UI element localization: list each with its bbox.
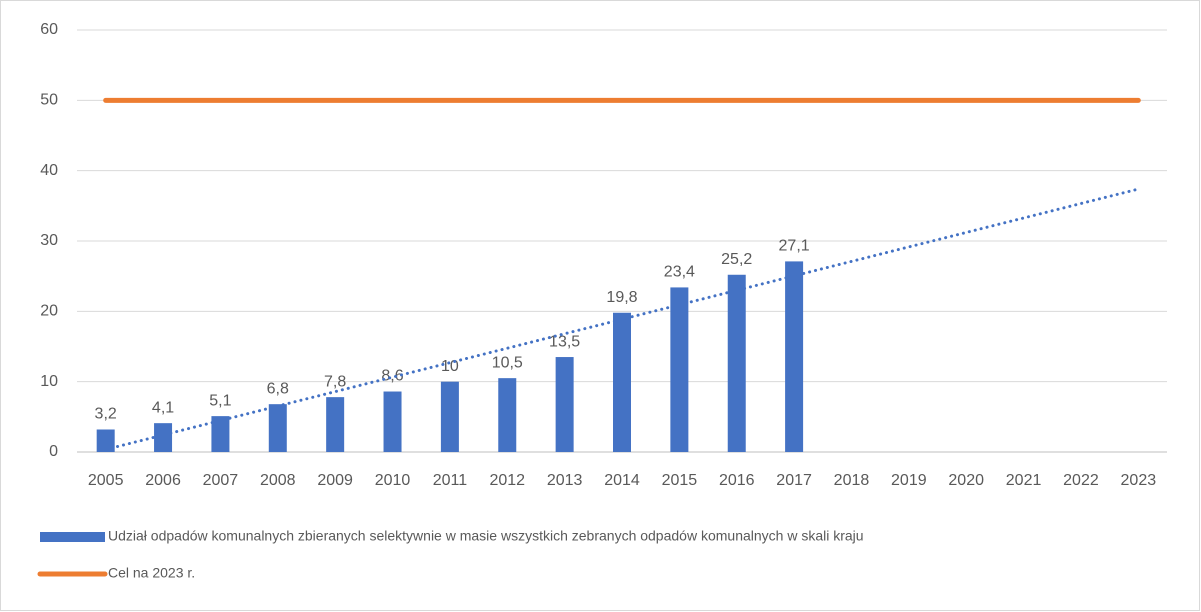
x-tick-label: 2022 — [1063, 472, 1099, 489]
data-label: 7,8 — [324, 373, 346, 390]
x-tick-label: 2019 — [891, 472, 927, 489]
legend-swatch — [40, 532, 105, 542]
data-label: 23,4 — [664, 264, 695, 281]
x-tick-label: 2008 — [260, 472, 296, 489]
bar — [268, 404, 287, 452]
y-tick-label: 40 — [40, 162, 58, 179]
legend-label: Udział odpadów komunalnych zbieranych se… — [108, 528, 864, 544]
data-label: 8,6 — [381, 368, 403, 385]
y-tick-label: 0 — [49, 443, 58, 460]
data-label: 19,8 — [606, 289, 637, 306]
x-tick-label: 2013 — [547, 472, 583, 489]
bar — [613, 312, 631, 452]
y-tick-label: 30 — [40, 232, 58, 249]
bar — [211, 416, 230, 452]
data-label: 6,8 — [267, 380, 289, 397]
bar — [555, 357, 574, 452]
bar — [96, 429, 115, 452]
x-tick-label: 2021 — [1006, 472, 1042, 489]
y-tick-label: 10 — [40, 373, 58, 390]
x-tick-label: 2020 — [948, 472, 984, 489]
data-label: 10,5 — [492, 354, 523, 371]
y-tick-label: 50 — [40, 92, 58, 109]
y-tick-label: 60 — [40, 21, 58, 38]
bar — [154, 423, 173, 452]
x-tick-label: 2011 — [433, 472, 468, 489]
y-tick-label: 20 — [40, 303, 58, 320]
data-label: 27,1 — [779, 238, 810, 255]
x-tick-label: 2018 — [834, 472, 870, 489]
x-tick-label: 2007 — [203, 472, 239, 489]
x-tick-label: 2005 — [88, 472, 124, 489]
x-tick-label: 2014 — [604, 472, 640, 489]
bar — [383, 391, 402, 452]
x-tick-label: 2006 — [145, 472, 181, 489]
x-tick-label: 2012 — [489, 472, 525, 489]
x-tick-label: 2009 — [317, 472, 353, 489]
x-tick-label: 2015 — [662, 472, 698, 489]
legend: Udział odpadów komunalnych zbieranych se… — [37, 528, 864, 581]
data-label: 25,2 — [721, 251, 752, 268]
x-tick-label: 2017 — [776, 472, 812, 489]
x-tick-label: 2016 — [719, 472, 755, 489]
data-label: 10 — [441, 358, 459, 375]
data-label: 5,1 — [209, 392, 231, 409]
x-tick-label: 2010 — [375, 472, 411, 489]
bar — [440, 381, 459, 452]
bar — [785, 261, 804, 452]
bar — [727, 274, 746, 452]
bar — [326, 397, 345, 452]
data-label: 13,5 — [549, 333, 580, 350]
bar — [670, 287, 689, 452]
x-tick-label: 2023 — [1121, 472, 1157, 489]
data-label: 3,2 — [95, 406, 117, 423]
data-label: 4,1 — [152, 399, 174, 416]
bar — [498, 378, 517, 452]
legend-label: Cel na 2023 r. — [108, 565, 195, 581]
trendline — [104, 187, 1140, 451]
